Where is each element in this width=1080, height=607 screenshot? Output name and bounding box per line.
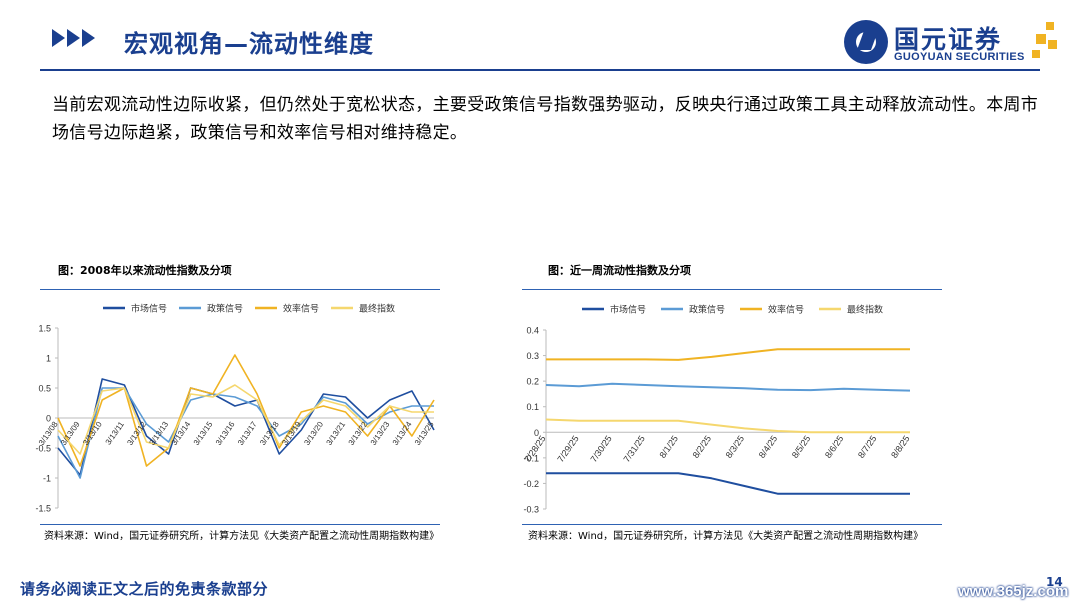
y-tick-label: 0.5 <box>38 384 51 394</box>
series-line <box>546 348 910 361</box>
right-source-rule <box>522 524 942 525</box>
x-tick-label: 3/13/11 <box>104 420 127 447</box>
watermark: www.365jz.com <box>958 583 1069 600</box>
legend-label: 最终指数 <box>359 303 395 314</box>
x-tick-label: 8/4/25 <box>757 434 780 460</box>
y-tick-label: -1 <box>43 474 51 484</box>
y-tick-label: 0.4 <box>526 326 539 336</box>
series-line <box>546 472 910 495</box>
legend-label: 最终指数 <box>847 304 883 315</box>
x-tick-label: 8/7/25 <box>856 434 879 460</box>
y-tick-label: 0 <box>534 428 539 438</box>
page-number: 14 <box>1046 575 1063 589</box>
right-caption-rule <box>522 289 942 290</box>
x-tick-label: 8/1/25 <box>657 434 680 460</box>
y-tick-label: -0.1 <box>523 453 539 463</box>
x-tick-label: 8/8/25 <box>889 434 912 460</box>
y-tick-label: -1.5 <box>35 504 51 514</box>
legend-label: 市场信号 <box>610 304 646 315</box>
y-tick-label: -0.3 <box>523 505 539 515</box>
x-tick-label: 8/2/25 <box>691 434 714 460</box>
series-line <box>57 378 435 476</box>
left-chart-source: 资料来源：Wind，国元证券研究所，计算方法见《大类资产配置之流动性周期指数构建… <box>44 531 440 542</box>
legend-label: 政策信号 <box>689 304 725 315</box>
company-logo: 国元证券 GUOYUAN SECURITIES <box>844 18 1060 68</box>
logo-name-en: GUOYUAN SECURITIES <box>894 51 1025 63</box>
x-tick-label: 8/3/25 <box>724 434 747 460</box>
summary-paragraph: 当前宏观流动性边际收紧，但仍然处于宽松状态，主要受政策信号指数强势驱动，反映央行… <box>52 95 1039 143</box>
x-tick-label: 3/13/13 <box>148 420 171 447</box>
logo-mark-icon <box>844 20 888 64</box>
x-tick-label: 3/13/17 <box>236 420 259 447</box>
y-tick-label: 0.2 <box>526 377 539 387</box>
x-tick-label: 7/31/25 <box>621 434 646 464</box>
legend-label: 效率信号 <box>768 304 804 315</box>
left-caption-rule <box>40 289 440 290</box>
series-line <box>545 418 910 434</box>
x-tick-label: 7/29/25 <box>555 434 580 464</box>
y-tick-label: 1.5 <box>38 324 51 334</box>
x-tick-label: 8/5/25 <box>790 434 813 460</box>
series-line <box>545 382 911 392</box>
y-tick-label: 0 <box>46 414 51 424</box>
legend-label: 效率信号 <box>283 303 319 314</box>
x-tick-label: 8/6/25 <box>823 434 846 460</box>
logo-name-cn: 国元证券 <box>894 25 1003 54</box>
left-chart-caption: 图：2008年以来流动性指数及分项 <box>58 264 232 277</box>
x-tick-label: 7/30/25 <box>588 434 613 464</box>
x-tick-label: 3/13/25 <box>413 420 436 447</box>
y-tick-label: 0.1 <box>526 402 539 412</box>
y-tick-label: 1 <box>46 354 51 364</box>
disclaimer-footer: 请务必阅读正文之后的免责条款部分 <box>20 580 269 598</box>
y-tick-label: -0.2 <box>523 479 539 489</box>
page-title: 宏观视角—流动性维度 <box>124 30 374 58</box>
x-tick-label: 3/13/16 <box>214 420 237 447</box>
y-tick-label: 0.3 <box>526 351 539 361</box>
series-line <box>57 354 435 467</box>
right-chart-source: 资料来源：Wind，国元证券研究所，计算方法见《大类资产配置之流动性周期指数构建… <box>528 531 924 542</box>
legend-label: 市场信号 <box>131 303 167 314</box>
right-chart-caption: 图：近一周流动性指数及分项 <box>548 264 691 277</box>
y-tick-label: -0.5 <box>35 444 51 454</box>
title-arrows-icon <box>52 29 97 47</box>
left-source-rule <box>40 524 440 525</box>
left-chart: 市场信号 政策信号 效率信号 最终指数1.510.50-0.5-1-1.53/13/0… <box>35 303 436 514</box>
right-chart: 市场信号 政策信号 效率信号 最终指数 0.4 0.3 0.2 0.1 0 -0.1 -0.2 -0.… <box>522 304 912 515</box>
logo-squares-icon <box>1032 22 1058 62</box>
x-tick-label: 3/13/21 <box>324 420 347 447</box>
x-tick-label: 3/13/15 <box>192 420 215 447</box>
header-divider <box>40 69 1040 71</box>
series-line <box>57 384 434 455</box>
legend-label: 政策信号 <box>207 303 243 314</box>
